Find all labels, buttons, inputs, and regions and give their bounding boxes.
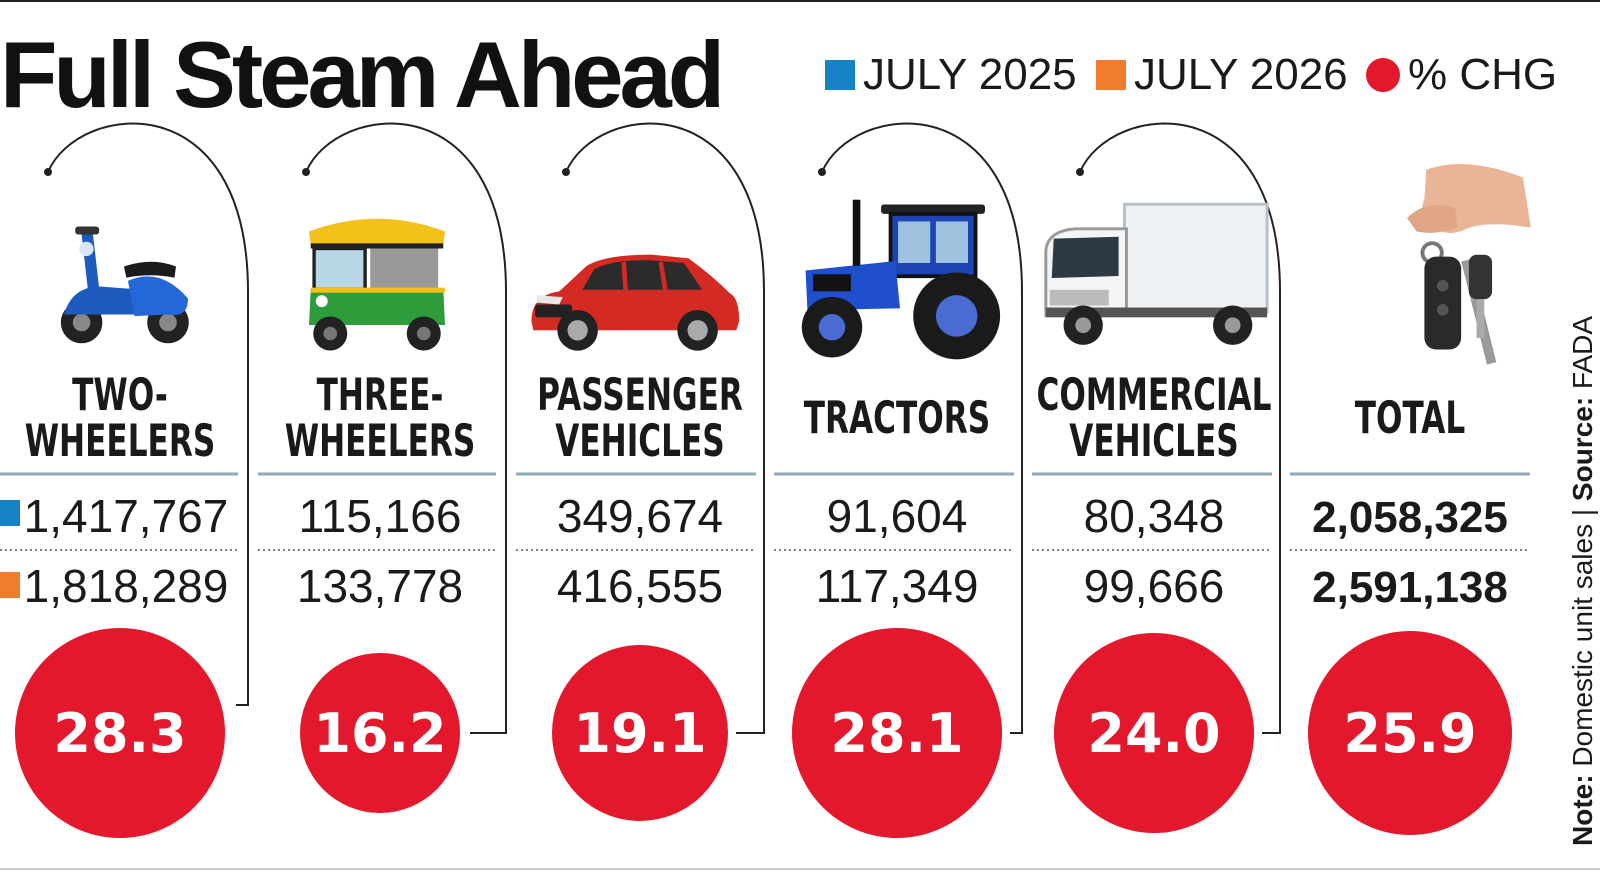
legend-item-chg: % CHG (1366, 50, 1557, 100)
category-label-line1: COMMERCIAL (1036, 369, 1271, 421)
category-label: TOTAL (1355, 392, 1466, 444)
change-value: 28.3 (53, 702, 186, 765)
value-july-2025: 1,417,767 (24, 490, 229, 542)
category-label: TRACTORS (804, 392, 990, 444)
category-label-line2: VEHICLES (555, 415, 725, 467)
connector-dot-4 (1076, 168, 1084, 176)
connector-dot-2 (562, 168, 570, 176)
chart-title: Full Steam Ahead (0, 22, 725, 127)
columns-layer: TWO-WHEELERS1,417,7671,818,28928.3THREE-… (0, 122, 1533, 838)
value-july-2025: 349,674 (557, 490, 723, 542)
top-rule (0, 0, 1600, 2)
category-label-line1: THREE- (317, 369, 444, 421)
change-value: 28.1 (830, 702, 963, 765)
auto-rickshaw-icon (307, 216, 447, 353)
change-circle (552, 645, 728, 821)
change-circle (15, 628, 225, 838)
legend-swatch-2026 (1096, 60, 1126, 90)
tractor-icon (799, 197, 1003, 362)
legend-dot-chg (1366, 58, 1400, 92)
note-text: Domestic unit sales | (1567, 501, 1598, 775)
change-circle (1054, 633, 1254, 833)
legend-label-2025: JULY 2025 (863, 50, 1077, 99)
truck-icon (1044, 202, 1269, 347)
connector-dot-3 (818, 168, 826, 176)
category-label-line2: VEHICLES (1069, 415, 1239, 467)
value-july-2026: 133,778 (297, 560, 463, 612)
change-value: 25.9 (1343, 702, 1476, 765)
connector-arc-1 (305, 122, 507, 734)
value-july-2026: 99,666 (1084, 560, 1225, 612)
change-circle (1308, 631, 1512, 835)
car-icon (531, 255, 739, 351)
note-label: Note: (1567, 774, 1598, 846)
legend-item-2026: JULY 2026 (1096, 50, 1348, 100)
value-july-2026: 117,349 (816, 560, 979, 612)
footnote: Note: Domestic unit sales | Source: FADA (1567, 246, 1599, 846)
category-label-line2: WHEELERS (25, 415, 216, 467)
bottom-rule (0, 868, 1600, 870)
connector-dot-1 (302, 168, 310, 176)
change-circle (300, 653, 460, 813)
value-july-2026: 2,591,138 (1312, 563, 1508, 612)
scooter-icon (60, 226, 189, 344)
category-label-line1: PASSENGER (537, 369, 743, 421)
category-label-line1: TWO- (72, 369, 168, 421)
value-july-2026: 1,818,289 (24, 560, 229, 612)
row-marker-2026 (0, 572, 20, 598)
legend-item-2025: JULY 2025 (825, 50, 1077, 100)
legend-label-chg: % CHG (1408, 50, 1558, 99)
change-value: 16.2 (313, 702, 446, 765)
connector-dot-0 (44, 168, 52, 176)
connector-arc-4 (1079, 122, 1281, 734)
source-text: FADA (1567, 315, 1598, 397)
value-july-2025: 91,604 (827, 490, 968, 542)
legend-label-2026: JULY 2026 (1134, 50, 1348, 99)
change-circle (792, 628, 1002, 838)
change-value: 24.0 (1087, 702, 1220, 765)
connector-arc-2 (565, 122, 765, 734)
value-july-2025: 2,058,325 (1312, 493, 1508, 542)
connector-arc-0 (47, 122, 249, 706)
car-keys-icon (1405, 162, 1533, 367)
value-july-2025: 80,348 (1084, 490, 1225, 542)
value-july-2026: 416,555 (557, 560, 723, 612)
row-marker-2025 (0, 500, 20, 526)
legend-swatch-2025 (825, 60, 855, 90)
category-label-line2: WHEELERS (285, 415, 476, 467)
value-july-2025: 115,166 (299, 490, 462, 542)
change-value: 19.1 (573, 702, 706, 765)
source-label: Source: (1567, 396, 1598, 502)
connector-arc-3 (821, 122, 1023, 734)
